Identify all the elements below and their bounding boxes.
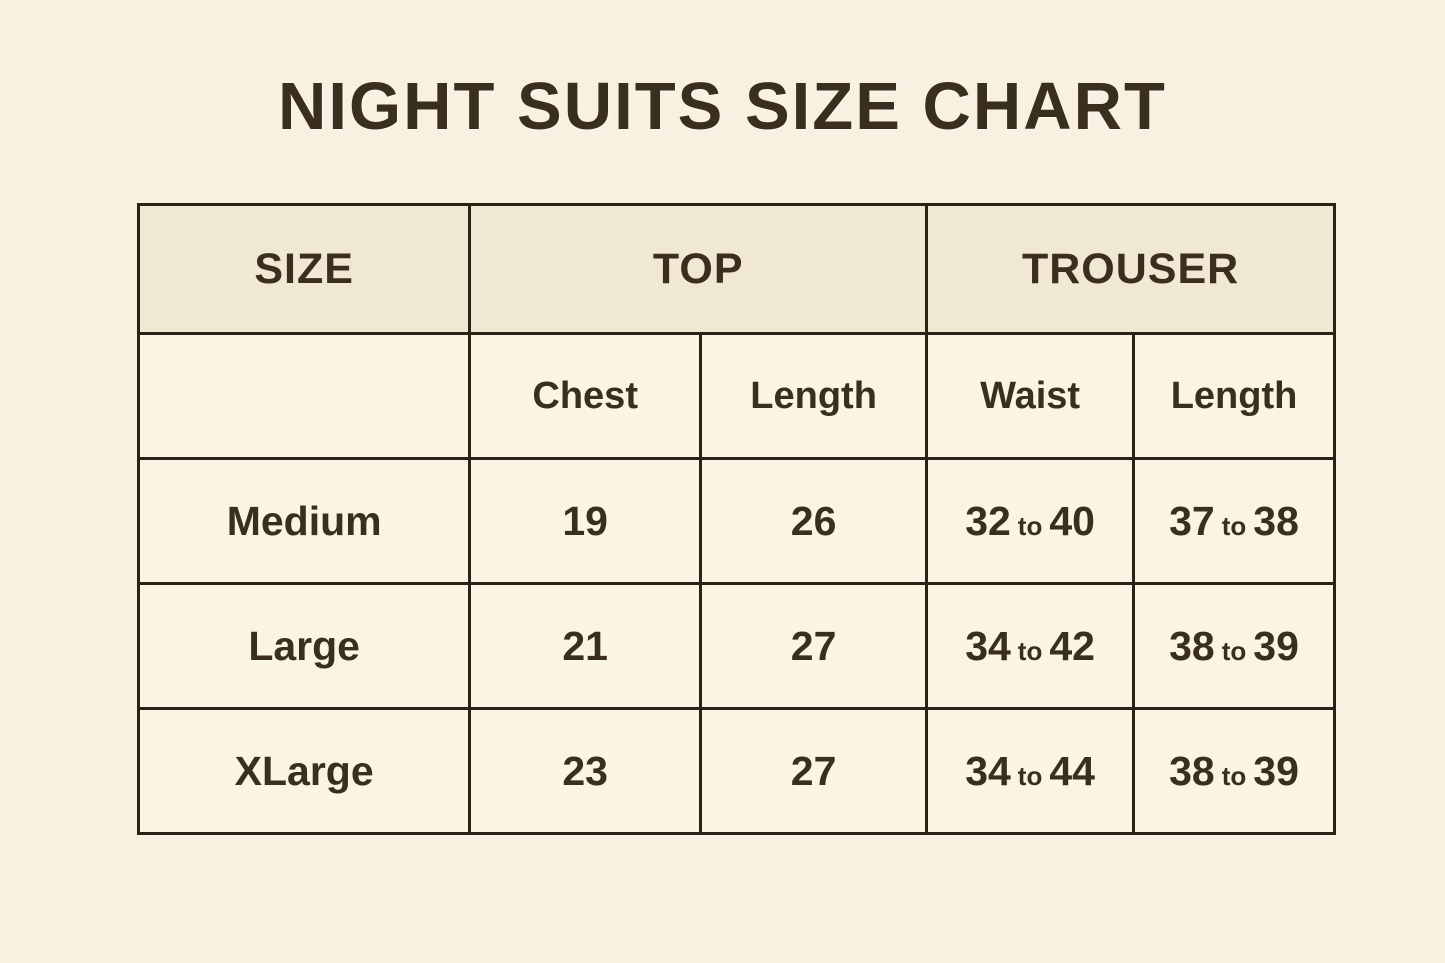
chest-cell: 19 xyxy=(468,457,703,585)
table-subheader-row: Chest Length Waist Length xyxy=(136,332,1336,460)
table-row-xlarge: XLarge 23 27 34 to 44 38 to 39 xyxy=(136,707,1336,835)
trouser-length-from: 37 xyxy=(1169,497,1215,544)
chest-cell: 23 xyxy=(468,707,703,835)
size-cell: Large xyxy=(136,582,472,710)
top-length-cell: 27 xyxy=(699,707,929,835)
range-separator: to xyxy=(1017,635,1043,666)
subheader-size-empty xyxy=(136,332,472,460)
waist-from: 34 xyxy=(965,747,1011,794)
subheader-trouser-length: Length xyxy=(1132,332,1336,460)
waist-to: 42 xyxy=(1049,622,1095,669)
waist-range-cell: 32 to 40 xyxy=(925,457,1136,585)
subheader-chest: Chest xyxy=(468,332,703,460)
header-size: SIZE xyxy=(136,203,472,335)
range-separator: to xyxy=(1017,760,1043,791)
size-cell: Medium xyxy=(136,457,472,585)
subheader-top-length: Length xyxy=(699,332,929,460)
waist-to: 44 xyxy=(1049,747,1095,794)
top-length-cell: 27 xyxy=(699,582,929,710)
range-separator: to xyxy=(1221,510,1247,541)
trouser-length-from: 38 xyxy=(1169,747,1215,794)
range-separator: to xyxy=(1221,635,1247,666)
waist-to: 40 xyxy=(1049,497,1095,544)
header-top: TOP xyxy=(468,203,929,335)
waist-from: 32 xyxy=(965,497,1011,544)
table-row-large: Large 21 27 34 to 42 38 to 39 xyxy=(136,582,1336,710)
page-title: NIGHT SUITS SIZE CHART xyxy=(278,69,1167,144)
subheader-waist: Waist xyxy=(925,332,1136,460)
size-cell: XLarge xyxy=(136,707,472,835)
size-chart-table: SIZE TOP TROUSER Chest Length Waist Leng… xyxy=(136,203,1336,835)
waist-range-cell: 34 to 44 xyxy=(925,707,1136,835)
top-length-cell: 26 xyxy=(699,457,929,585)
range-separator: to xyxy=(1017,510,1043,541)
trouser-length-range-cell: 38 to 39 xyxy=(1132,707,1336,835)
range-separator: to xyxy=(1221,760,1247,791)
trouser-length-range-cell: 37 to 38 xyxy=(1132,457,1336,585)
chest-cell: 21 xyxy=(468,582,703,710)
header-trouser: TROUSER xyxy=(925,203,1336,335)
table-row-medium: Medium 19 26 32 to 40 37 to 38 xyxy=(136,457,1336,585)
waist-from: 34 xyxy=(965,622,1011,669)
table-header-row: SIZE TOP TROUSER xyxy=(136,203,1336,335)
trouser-length-range-cell: 38 to 39 xyxy=(1132,582,1336,710)
trouser-length-to: 38 xyxy=(1253,497,1299,544)
trouser-length-to: 39 xyxy=(1253,747,1299,794)
waist-range-cell: 34 to 42 xyxy=(925,582,1136,710)
trouser-length-from: 38 xyxy=(1169,622,1215,669)
trouser-length-to: 39 xyxy=(1253,622,1299,669)
